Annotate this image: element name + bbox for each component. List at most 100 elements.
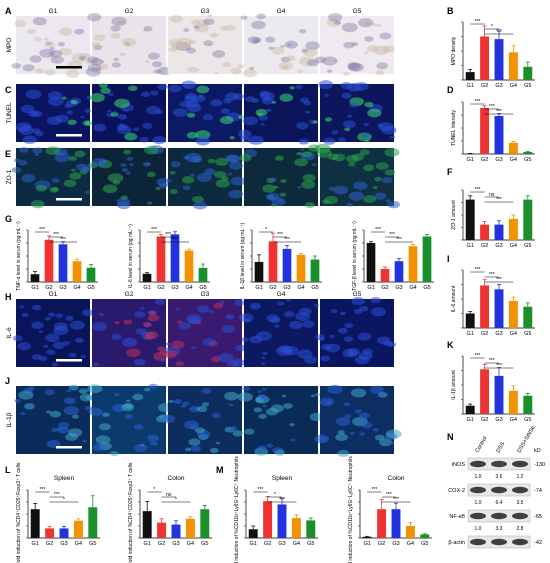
texture-blob bbox=[344, 127, 351, 132]
texture-blob bbox=[341, 92, 352, 99]
texture-blob bbox=[124, 132, 138, 141]
texture-blob bbox=[218, 353, 234, 363]
texture-blob bbox=[357, 332, 372, 341]
texture-blob bbox=[67, 119, 77, 125]
panel-letter-j: J bbox=[5, 376, 10, 386]
texture-blob bbox=[65, 69, 80, 78]
texture-blob bbox=[117, 114, 128, 120]
blot-kd: -65 bbox=[534, 514, 542, 520]
sig-label: *** bbox=[489, 104, 495, 110]
bar-g1 bbox=[362, 536, 372, 538]
texture-blob bbox=[294, 158, 308, 167]
x-tick-label: G2 bbox=[481, 83, 488, 89]
blot-column-0: Control bbox=[475, 436, 489, 454]
sig-label: *** bbox=[151, 227, 157, 233]
blot-band bbox=[470, 512, 486, 520]
texture-blob bbox=[171, 340, 185, 349]
x-tick-label: G4 bbox=[510, 83, 517, 89]
texture-blob bbox=[302, 320, 315, 328]
sig-label: *** bbox=[279, 497, 285, 503]
texture-blob bbox=[251, 37, 262, 43]
x-tick-label: G1 bbox=[143, 285, 150, 291]
texture-blob bbox=[202, 338, 216, 347]
texture-blob bbox=[203, 40, 214, 47]
texture-blob bbox=[121, 168, 129, 172]
texture-blob bbox=[279, 93, 294, 102]
texture-blob bbox=[17, 342, 32, 351]
x-tick-label: G2 bbox=[378, 541, 385, 547]
texture-blob bbox=[214, 72, 219, 75]
sig-label: *** bbox=[396, 237, 402, 243]
texture-blob bbox=[257, 445, 267, 451]
texture-blob bbox=[44, 37, 49, 41]
texture-blob bbox=[311, 163, 317, 167]
texture-blob bbox=[265, 95, 271, 99]
texture-blob bbox=[363, 164, 375, 172]
texture-blob bbox=[64, 397, 76, 405]
blot-row-label: NF-κB bbox=[449, 514, 465, 520]
texture-blob bbox=[102, 412, 110, 417]
texture-blob bbox=[91, 41, 101, 48]
bar-g2 bbox=[480, 285, 490, 328]
texture-blob bbox=[341, 22, 358, 33]
x-tick-label: G1 bbox=[250, 541, 257, 547]
texture-blob bbox=[346, 82, 362, 92]
texture-blob bbox=[215, 441, 220, 445]
texture-blob bbox=[314, 143, 331, 154]
texture-blob bbox=[301, 151, 312, 158]
texture-blob bbox=[390, 135, 396, 139]
texture-blob bbox=[122, 337, 138, 347]
x-tick-label: G2 bbox=[264, 541, 271, 547]
texture-blob bbox=[196, 172, 212, 182]
texture-blob bbox=[349, 102, 358, 108]
blot-value: 1.0 bbox=[475, 500, 482, 506]
texture-blob bbox=[260, 362, 266, 365]
y-axis-label: IL-6 amount bbox=[451, 285, 457, 312]
texture-blob bbox=[324, 195, 338, 205]
texture-blob bbox=[384, 169, 396, 176]
texture-blob bbox=[302, 48, 318, 57]
texture-blob bbox=[320, 355, 331, 362]
bar-g5 bbox=[523, 306, 533, 328]
group-header-g5: G5 bbox=[353, 8, 362, 15]
x-tick-label: G2 bbox=[481, 417, 488, 423]
texture-blob bbox=[145, 162, 151, 166]
texture-blob bbox=[186, 47, 196, 54]
sig-label: ns bbox=[489, 192, 495, 198]
texture-blob bbox=[147, 52, 160, 60]
texture-blob bbox=[169, 189, 178, 195]
group-header-g5: G5 bbox=[353, 291, 362, 298]
texture-blob bbox=[296, 122, 309, 130]
texture-blob bbox=[289, 320, 303, 330]
texture-blob bbox=[33, 36, 42, 42]
micrograph-tunel-g5 bbox=[320, 84, 394, 142]
texture-blob bbox=[31, 321, 44, 329]
texture-blob bbox=[165, 342, 171, 346]
texture-blob bbox=[143, 387, 151, 392]
texture-blob bbox=[363, 195, 376, 203]
texture-blob bbox=[190, 173, 196, 177]
texture-blob bbox=[219, 300, 225, 304]
bar-g2 bbox=[44, 239, 54, 282]
texture-blob bbox=[188, 317, 201, 325]
x-tick-label: G1 bbox=[367, 285, 374, 291]
bar-g5 bbox=[198, 267, 208, 282]
x-tick-label: G5 bbox=[199, 285, 206, 291]
bar-g4 bbox=[408, 246, 418, 282]
texture-blob bbox=[142, 28, 148, 32]
texture-blob bbox=[203, 18, 215, 26]
bar-g2 bbox=[156, 236, 166, 282]
texture-blob bbox=[289, 86, 296, 90]
sig-label: *** bbox=[496, 277, 502, 283]
texture-blob bbox=[68, 156, 78, 161]
texture-blob bbox=[87, 13, 102, 22]
texture-blob bbox=[242, 116, 259, 126]
texture-blob bbox=[117, 20, 125, 26]
texture-blob bbox=[175, 41, 191, 52]
texture-blob bbox=[343, 402, 350, 407]
texture-blob bbox=[247, 36, 260, 44]
x-tick-label: G5 bbox=[423, 285, 430, 291]
texture-blob bbox=[160, 358, 166, 362]
panel-letter-n: N bbox=[447, 432, 454, 442]
texture-blob bbox=[124, 42, 131, 46]
